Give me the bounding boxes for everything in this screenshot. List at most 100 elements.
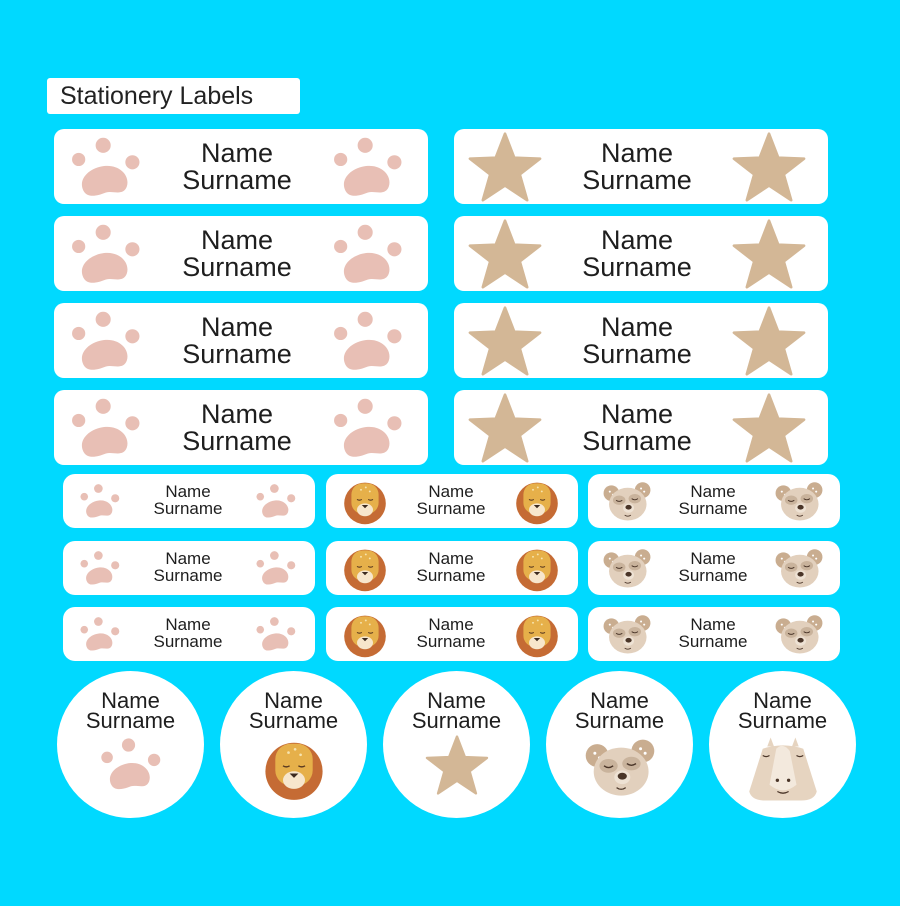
- name-text: Name: [427, 688, 486, 713]
- surname-text: Surname: [153, 566, 223, 585]
- paw-icon: [68, 395, 144, 461]
- small-label: Name Surname: [326, 607, 578, 661]
- star-icon: [468, 306, 542, 376]
- name-text: Name: [600, 312, 674, 343]
- small-label: Name Surname: [63, 541, 315, 595]
- label-text: Name Surname: [154, 484, 223, 517]
- label-text: Name Surname: [417, 551, 486, 584]
- surname-text: Surname: [582, 338, 692, 369]
- star-icon: [732, 219, 806, 289]
- lion-icon: [261, 735, 327, 801]
- star-icon: [732, 132, 806, 202]
- surname-text: Surname: [248, 708, 339, 734]
- large-label: Name Surname: [54, 216, 428, 291]
- label-text: Name Surname: [154, 617, 223, 650]
- paw-icon: [253, 482, 299, 520]
- name-text: Name: [200, 399, 274, 430]
- rhino-icon: [747, 735, 819, 803]
- label-text: Name Surname: [417, 617, 486, 650]
- paw-icon: [77, 549, 123, 587]
- label-text: Name Surname: [679, 617, 748, 650]
- name-text: Name: [165, 482, 211, 502]
- surname-text: Surname: [416, 499, 486, 518]
- surname-text: Surname: [182, 251, 292, 282]
- round-label: Name Surname: [709, 671, 856, 818]
- label-text: Name Surname: [574, 688, 665, 734]
- name-text: Name: [753, 688, 812, 713]
- name-text: Name: [690, 615, 736, 635]
- paw-icon: [330, 221, 406, 287]
- paw-icon: [330, 308, 406, 374]
- surname-text: Surname: [182, 164, 292, 195]
- small-label: Name Surname: [326, 541, 578, 595]
- surname-text: Surname: [737, 708, 828, 734]
- label-text: Name Surname: [182, 225, 292, 282]
- label-text: Name Surname: [582, 399, 692, 454]
- surname-text: Surname: [582, 164, 692, 195]
- surname-text: Surname: [574, 708, 665, 734]
- name-text: Name: [428, 482, 474, 502]
- name-text: Name: [200, 312, 274, 343]
- round-label: Name Surname: [57, 671, 204, 818]
- label-text: Name Surname: [182, 399, 292, 456]
- small-label: Name Surname: [63, 474, 315, 528]
- paw-icon: [77, 482, 123, 520]
- label-text: Name Surname: [582, 225, 692, 282]
- name-text: Name: [200, 225, 274, 256]
- bear-icon: [774, 477, 824, 525]
- surname-text: Surname: [182, 425, 292, 456]
- large-label: Name Surname: [54, 303, 428, 378]
- star-icon: [468, 219, 542, 289]
- bear-icon: [602, 610, 652, 658]
- name-text: Name: [600, 399, 674, 430]
- surname-text: Surname: [153, 632, 223, 651]
- bear-icon: [583, 735, 657, 799]
- star-icon: [732, 306, 806, 376]
- name-text: Name: [690, 549, 736, 569]
- bear-icon: [774, 610, 824, 658]
- name-text: Name: [590, 688, 649, 713]
- lion-icon: [512, 544, 562, 592]
- large-label: Name Surname: [54, 129, 428, 204]
- surname-text: Surname: [678, 566, 748, 585]
- paw-icon: [330, 134, 406, 200]
- paw-icon: [68, 221, 144, 287]
- surname-text: Surname: [182, 338, 292, 369]
- surname-text: Surname: [153, 499, 223, 518]
- small-label: Name Surname: [588, 607, 840, 661]
- name-text: Name: [600, 225, 674, 256]
- star-icon: [468, 132, 542, 202]
- paw-icon: [98, 735, 164, 793]
- sheet-title: Stationery Labels: [47, 78, 300, 114]
- lion-icon: [340, 544, 390, 592]
- bear-icon: [774, 544, 824, 592]
- lion-icon: [340, 610, 390, 658]
- name-text: Name: [264, 688, 323, 713]
- round-label: Name Surname: [220, 671, 367, 818]
- label-text: Name Surname: [154, 551, 223, 584]
- surname-text: Surname: [411, 708, 502, 734]
- surname-text: Surname: [678, 632, 748, 651]
- label-text: Name Surname: [411, 688, 502, 734]
- lion-icon: [512, 610, 562, 658]
- large-label: Name Surname: [454, 303, 828, 378]
- large-label: Name Surname: [454, 216, 828, 291]
- star-icon: [732, 393, 806, 463]
- surname-text: Surname: [582, 251, 692, 282]
- large-label: Name Surname: [454, 390, 828, 465]
- label-text: Name Surname: [679, 551, 748, 584]
- paw-icon: [253, 615, 299, 653]
- small-label: Name Surname: [63, 607, 315, 661]
- paw-icon: [68, 308, 144, 374]
- round-label: Name Surname: [546, 671, 693, 818]
- label-text: Name Surname: [582, 312, 692, 369]
- surname-text: Surname: [416, 632, 486, 651]
- label-text: Name Surname: [182, 139, 292, 195]
- star-icon: [468, 393, 542, 463]
- star-icon: [425, 735, 489, 795]
- surname-text: Surname: [678, 499, 748, 518]
- paw-icon: [68, 134, 144, 200]
- name-text: Name: [428, 549, 474, 569]
- round-label: Name Surname: [383, 671, 530, 818]
- paw-icon: [77, 615, 123, 653]
